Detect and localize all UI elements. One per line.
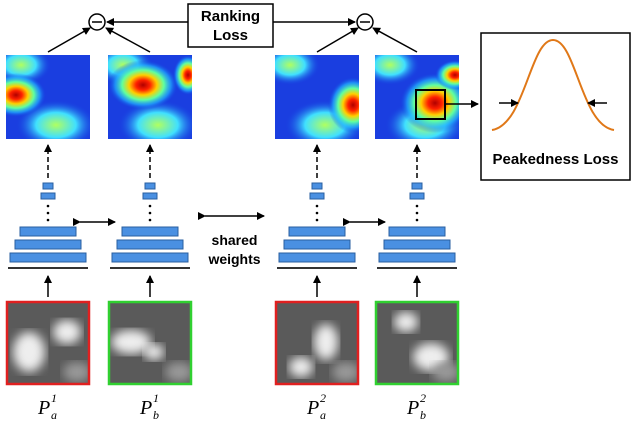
arrows xyxy=(48,22,417,222)
patch-label-sub: a xyxy=(51,408,57,422)
network xyxy=(8,183,88,268)
network xyxy=(110,183,190,268)
diagram: Ranking Loss shared weights Peakedness L… xyxy=(0,0,633,423)
patch-label-sub: b xyxy=(420,408,426,422)
ranking-loss-line: Ranking xyxy=(201,8,260,25)
patch-label-base: P xyxy=(37,397,50,419)
image-patch xyxy=(109,302,193,384)
ranking-loss-line: Loss xyxy=(213,27,248,44)
shared-weights-line: shared xyxy=(212,232,258,248)
patch-label-base: P xyxy=(306,397,319,419)
patch-label-sup: 2 xyxy=(420,391,426,405)
heatmap xyxy=(260,45,378,150)
patch-label-base: P xyxy=(139,397,152,419)
network xyxy=(377,183,457,268)
patch-label-sup: 1 xyxy=(51,391,57,405)
image-patch xyxy=(276,302,360,384)
shared-weights-line: weights xyxy=(207,251,260,267)
patch-label-sup: 1 xyxy=(153,391,159,405)
network xyxy=(277,183,357,268)
patch-label-sup: 2 xyxy=(320,391,326,405)
patch-label-sub: a xyxy=(320,408,326,422)
patch-label-sub: b xyxy=(153,408,159,422)
heatmap xyxy=(360,45,475,150)
heatmap xyxy=(0,45,96,150)
heatmap xyxy=(93,45,203,150)
peakedness-loss-label: Peakedness Loss xyxy=(493,151,619,168)
patch-label-base: P xyxy=(406,397,419,419)
image-patch xyxy=(7,302,91,384)
image-patch xyxy=(376,302,460,384)
